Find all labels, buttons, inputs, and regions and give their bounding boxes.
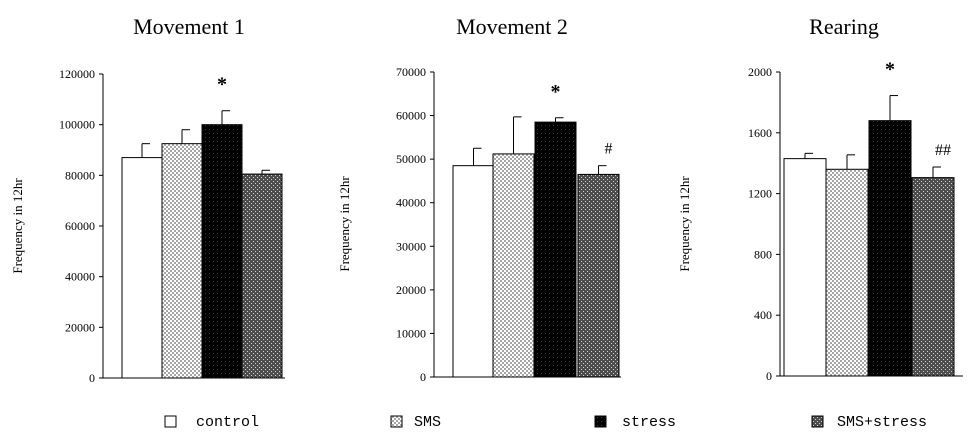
y-tick-label: 30000 bbox=[396, 239, 426, 253]
y-ticks: 0 400 800 1200 1600 2000 bbox=[748, 65, 780, 383]
y-axis-label: Frequency in 12hr bbox=[677, 176, 692, 272]
chart-panel-rearing: Rearing Frequency in 12hr 0 400 800 1200 160… bbox=[677, 14, 963, 383]
y-tick-label: 40000 bbox=[396, 196, 426, 210]
bar-control bbox=[121, 157, 163, 379]
legend-swatch-control bbox=[164, 415, 177, 428]
y-tick-label: 60000 bbox=[396, 109, 426, 123]
y-tick-label: 400 bbox=[754, 308, 772, 322]
legend-label: SMS+stress bbox=[837, 414, 927, 431]
y-tick-label: 0 bbox=[420, 370, 426, 384]
chart-panel-movement-1: Movement 1 Frequency in 12hr 0 20000 40000… bbox=[10, 14, 285, 385]
y-tick-label: 70000 bbox=[396, 65, 426, 79]
y-axis-label: Frequency in 12hr bbox=[10, 178, 25, 274]
legend-swatch-stress bbox=[594, 415, 607, 428]
bar-sms-stress bbox=[577, 173, 620, 378]
bar-sms bbox=[161, 143, 203, 379]
bar-stress bbox=[534, 121, 577, 378]
y-tick-label: 20000 bbox=[65, 320, 95, 334]
y-tick-label: 50000 bbox=[396, 152, 426, 166]
chart-title: Movement 1 bbox=[133, 14, 245, 39]
y-tick-label: 1600 bbox=[748, 126, 772, 140]
y-tick-label: 2000 bbox=[748, 65, 772, 79]
bars: *# bbox=[452, 81, 620, 378]
legend-swatch-sms-stress bbox=[811, 415, 824, 428]
y-ticks: 0 10000 20000 30000 40000 50000 60000 70000 bbox=[396, 65, 434, 384]
legend-item-control: control bbox=[164, 414, 259, 431]
legend-label: SMS bbox=[414, 414, 441, 431]
y-tick-label: 120000 bbox=[59, 67, 95, 81]
legend-item-sms-stress: SMS+stress bbox=[811, 414, 927, 431]
bars: * ## bbox=[783, 59, 955, 377]
y-tick-label: 100000 bbox=[59, 118, 95, 132]
legend-item-sms: SMS bbox=[390, 414, 441, 431]
y-axis-label: Frequency in 12hr bbox=[337, 176, 352, 272]
chart-panel-movement-2: Movement 2 Frequency in 12hr 0 10000 20000… bbox=[337, 14, 621, 384]
bar-sms-stress bbox=[911, 177, 955, 377]
significance-marker: # bbox=[605, 141, 613, 158]
bar-control bbox=[452, 165, 495, 378]
significance-marker: * bbox=[885, 59, 895, 81]
bar-stress bbox=[201, 124, 243, 379]
y-tick-label: 800 bbox=[754, 247, 772, 261]
y-tick-label: 10000 bbox=[396, 326, 426, 340]
legend-label: stress bbox=[622, 414, 676, 431]
y-tick-label: 20000 bbox=[396, 283, 426, 297]
bar-sms bbox=[825, 168, 869, 377]
bar-sms-stress bbox=[241, 173, 283, 379]
y-tick-label: 0 bbox=[766, 369, 772, 383]
y-tick-label: 40000 bbox=[65, 270, 95, 284]
significance-marker: * bbox=[551, 81, 561, 103]
y-tick-label: 0 bbox=[89, 371, 95, 385]
bar-sms bbox=[492, 153, 535, 378]
chart-title: Rearing bbox=[809, 14, 879, 39]
significance-marker: * bbox=[217, 74, 227, 96]
bars: * bbox=[121, 74, 283, 379]
significance-marker: ## bbox=[935, 142, 951, 159]
legend-label: control bbox=[196, 414, 259, 431]
chart-title: Movement 2 bbox=[456, 14, 568, 39]
legend: control SMS stress SMS+stress bbox=[164, 414, 927, 431]
legend-swatch-sms bbox=[390, 415, 403, 428]
legend-item-stress: stress bbox=[594, 414, 676, 431]
y-tick-label: 80000 bbox=[65, 168, 95, 182]
y-ticks: 0 20000 40000 60000 80000 100000 120000 bbox=[59, 67, 103, 385]
bar-stress bbox=[868, 120, 912, 377]
y-tick-label: 60000 bbox=[65, 219, 95, 233]
bar-control bbox=[783, 158, 827, 377]
y-tick-label: 1200 bbox=[748, 187, 772, 201]
